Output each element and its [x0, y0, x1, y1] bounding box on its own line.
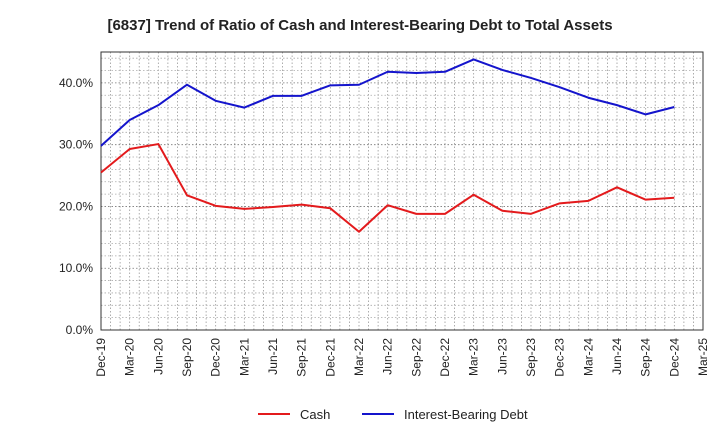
y-tick-label: 40.0%: [59, 76, 93, 90]
x-tick-label: Sep-23: [524, 338, 538, 377]
x-tick-label: Dec-22: [438, 338, 452, 377]
x-tick-label: Mar-21: [237, 338, 251, 376]
y-tick-label: 10.0%: [59, 261, 93, 275]
x-tick-label: Jun-23: [495, 338, 509, 375]
plot-area: [100, 51, 704, 331]
series-layer: [100, 58, 675, 233]
x-tick-label: Dec-21: [323, 338, 337, 377]
x-tick-label: Dec-23: [553, 338, 567, 377]
x-tick-label: Dec-19: [94, 338, 108, 377]
legend-label: Cash: [300, 407, 330, 422]
y-tick-label: 0.0%: [66, 323, 94, 337]
x-tick-label: Mar-25: [696, 338, 710, 376]
x-tick-label: Jun-20: [151, 338, 165, 375]
x-tick-label: Sep-20: [180, 338, 194, 377]
x-tick-label: Dec-20: [209, 338, 223, 377]
x-tick-label: Mar-24: [581, 338, 595, 376]
x-tick-label: Mar-20: [123, 338, 137, 376]
x-tick-label: Sep-22: [409, 338, 423, 377]
plot-border: [100, 51, 704, 331]
plot-background: [101, 52, 703, 330]
x-tick-label: Sep-21: [295, 338, 309, 377]
x-tick-label: Mar-23: [467, 338, 481, 376]
x-tick-label: Jun-21: [266, 338, 280, 375]
legend-label: Interest-Bearing Debt: [404, 407, 528, 422]
x-tick-label: Jun-22: [381, 338, 395, 375]
x-tick-label: Jun-24: [610, 338, 624, 375]
y-axis: 0.0% 10.0% 20.0% 30.0% 40.0%: [59, 76, 93, 337]
legend: Cash Interest-Bearing Debt: [258, 407, 528, 422]
x-tick-label: Sep-24: [639, 338, 653, 377]
x-tick-label: Mar-22: [352, 338, 366, 376]
y-tick-label: 20.0%: [59, 199, 93, 213]
x-axis: Dec-19 Mar-20 Jun-20 Sep-20 Dec-20 Mar-21 Jun-…: [94, 338, 710, 377]
chart-title: [6837] Trend of Ratio of Cash and Intere…: [107, 17, 612, 34]
series-line-interest-bearing-debt: [100, 58, 675, 147]
x-tick-label: Dec-24: [667, 338, 681, 377]
series-line-cash: [100, 143, 675, 233]
y-tick-label: 30.0%: [59, 138, 93, 152]
